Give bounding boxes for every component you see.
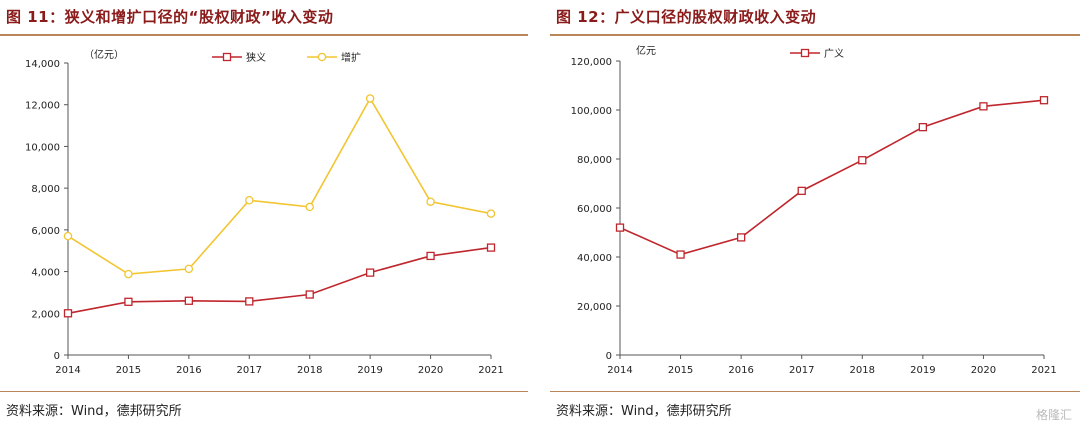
data-point bbox=[124, 269, 133, 279]
data-point bbox=[184, 264, 194, 274]
y-tick-label: 0 bbox=[606, 351, 612, 362]
x-tick-label: 2015 bbox=[668, 365, 693, 376]
chart-title: 图 11：狭义和增扩口径的“股权财政”收入变动 bbox=[6, 8, 334, 26]
data-point bbox=[918, 123, 928, 132]
x-tick-label: 2021 bbox=[478, 365, 503, 376]
y-tick-label: 2,000 bbox=[31, 309, 60, 320]
x-tick-label: 2016 bbox=[728, 365, 753, 376]
y-tick-label: 10,000 bbox=[25, 142, 60, 153]
data-point bbox=[615, 223, 625, 232]
source-divider bbox=[0, 391, 528, 392]
x-tick-label: 2019 bbox=[357, 365, 382, 376]
title-divider bbox=[550, 34, 1080, 36]
unit-label: 亿元 bbox=[636, 44, 656, 57]
y-tick-label: 14,000 bbox=[25, 59, 60, 70]
data-point bbox=[63, 231, 73, 241]
data-point bbox=[486, 209, 496, 218]
series-line bbox=[67, 246, 492, 315]
y-tick-label: 8,000 bbox=[31, 184, 60, 195]
data-point bbox=[676, 250, 685, 259]
title-divider bbox=[0, 34, 528, 36]
y-tick-label: 80,000 bbox=[577, 155, 612, 166]
legend-marker bbox=[222, 52, 232, 62]
series-line bbox=[619, 99, 1045, 256]
data-point bbox=[124, 297, 133, 306]
watermark-logo: 格隆汇 bbox=[1035, 408, 1072, 422]
legend-label: 广义 bbox=[824, 48, 844, 60]
data-point bbox=[305, 290, 314, 299]
chart-panel-left: 图 11：狭义和增扩口径的“股权财政”收入变动 0 2,000 4,000 6,000… bbox=[0, 0, 528, 429]
y-tick-label: 60,000 bbox=[577, 204, 612, 215]
y-tick-label: 120,000 bbox=[571, 57, 612, 68]
y-tick-label: 40,000 bbox=[577, 253, 612, 264]
x-tick-label: 2018 bbox=[850, 365, 875, 376]
legend-label: 增扩 bbox=[341, 51, 361, 64]
legend-marker bbox=[317, 52, 327, 62]
x-tick-label: 2020 bbox=[971, 365, 996, 376]
legend-marker bbox=[800, 48, 810, 58]
x-tick-label: 2015 bbox=[116, 365, 141, 376]
chart-title: 图 12：广义口径的股权财政收入变动 bbox=[556, 8, 817, 26]
chart-panel-right: 图 12：广义口径的股权财政收入变动 0 20,000 40,000 60,000 80… bbox=[550, 0, 1080, 429]
y-tick-label: 100,000 bbox=[571, 106, 612, 117]
data-point bbox=[245, 195, 254, 205]
data-point bbox=[426, 251, 435, 261]
source-note: 资料来源：Wind，德邦研究所 bbox=[556, 404, 732, 419]
y-tick-label: 4,000 bbox=[31, 268, 60, 279]
legend-label: 狭义 bbox=[246, 51, 266, 64]
x-tick-label: 2016 bbox=[176, 365, 201, 376]
data-point bbox=[797, 186, 806, 196]
y-tick-label: 0 bbox=[54, 351, 60, 362]
x-tick-label: 2014 bbox=[607, 365, 632, 376]
unit-label: （亿元） bbox=[84, 48, 124, 61]
data-point bbox=[365, 268, 375, 277]
series-line bbox=[67, 96, 492, 275]
data-point bbox=[305, 202, 314, 212]
y-tick-label: 12,000 bbox=[25, 101, 60, 112]
data-point bbox=[486, 243, 496, 252]
data-point bbox=[736, 233, 746, 242]
line-chart-left: 0 2,000 4,000 6,000 8,000 10,000 12,000 14,000 2… bbox=[25, 48, 504, 376]
source-divider bbox=[550, 391, 1080, 392]
x-tick-label: 2018 bbox=[297, 365, 322, 376]
x-tick-label: 2017 bbox=[237, 365, 262, 376]
data-point bbox=[63, 309, 73, 318]
y-tick-label: 20,000 bbox=[577, 302, 612, 313]
data-point bbox=[426, 197, 435, 206]
x-tick-label: 2021 bbox=[1031, 365, 1056, 376]
data-point bbox=[979, 102, 988, 111]
data-point bbox=[1039, 96, 1049, 105]
data-point bbox=[245, 297, 254, 306]
line-chart-right: 0 20,000 40,000 60,000 80,000 100,000 120,000 2… bbox=[571, 44, 1057, 376]
source-note: 资料来源：Wind，德邦研究所 bbox=[6, 404, 182, 419]
x-tick-label: 2019 bbox=[910, 365, 935, 376]
x-tick-label: 2020 bbox=[418, 365, 443, 376]
data-point bbox=[858, 156, 867, 165]
y-tick-label: 6,000 bbox=[31, 226, 60, 237]
data-point bbox=[184, 296, 194, 305]
data-point bbox=[365, 94, 375, 103]
x-tick-label: 2014 bbox=[55, 365, 80, 376]
x-tick-label: 2017 bbox=[789, 365, 814, 376]
